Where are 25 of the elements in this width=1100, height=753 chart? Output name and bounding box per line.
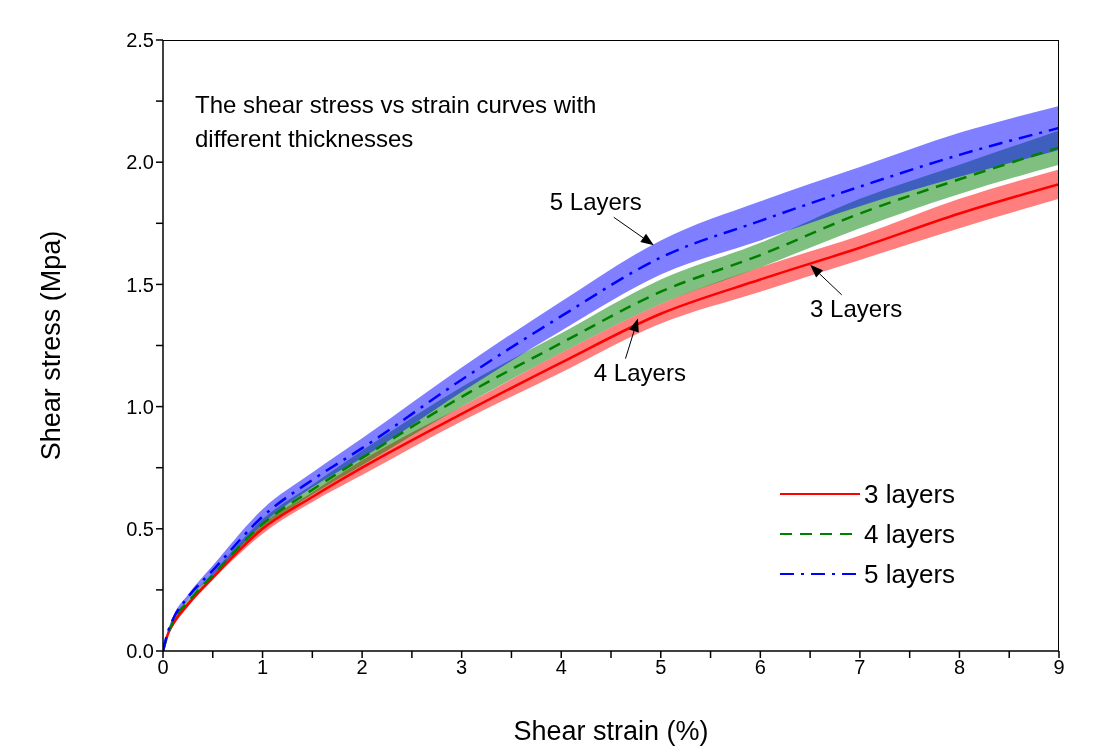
y-tick-label: 1.5 [126, 273, 154, 296]
x-tick-label: 8 [953, 656, 966, 679]
x-tick-label: 9 [1053, 656, 1065, 679]
annotation: 3 Layers [810, 295, 903, 323]
y-tick-label: 1.0 [126, 395, 154, 418]
x-tick-label: 6 [754, 656, 766, 679]
y-tick-label: 0.0 [126, 640, 154, 663]
annotation: 5 Layers [549, 187, 642, 215]
x-tick-label: 4 [555, 656, 567, 679]
y-tick-label: 2.0 [126, 151, 154, 174]
text: The shear stress vs strain curves with different thicknesses [195, 90, 598, 154]
x-tick-label: 0 [157, 656, 169, 679]
legend-label: 4 layers [864, 518, 956, 551]
x-axis-title: Shear strain (%) [513, 716, 709, 746]
x-tick-label: 3 [456, 656, 468, 679]
y-tick-label: 2.5 [126, 29, 154, 52]
x-tick-label: 5 [655, 656, 667, 679]
legend-label: 5 layers [864, 558, 956, 591]
y-axis-title: Shear stress (Mpa) [35, 230, 66, 461]
x-tick-label: 1 [256, 656, 269, 679]
x-tick-label: 2 [356, 656, 368, 679]
annotation: 4 Layers [593, 358, 686, 386]
legend-label: 3 layers [864, 478, 956, 511]
x-tick-label: 7 [854, 656, 866, 679]
y-tick-label: 0.5 [126, 517, 154, 540]
